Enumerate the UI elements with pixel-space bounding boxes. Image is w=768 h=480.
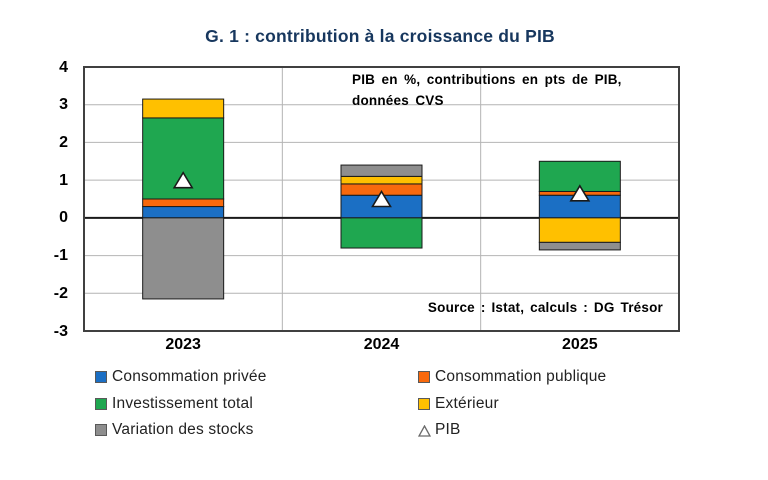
x-tick-label-2025: 2025 — [562, 336, 598, 353]
x-tick-label-2024: 2024 — [363, 336, 400, 353]
legend-swatch-icon — [95, 424, 107, 437]
legend-label: Consommation privée — [112, 368, 267, 386]
bar-segment-2023-variation-des-stocks — [142, 217, 225, 300]
x-tick-label-2023: 2023 — [165, 336, 201, 353]
plot-frame — [83, 66, 680, 332]
legend-column: Consommation publique Extérieur PIB — [417, 364, 606, 444]
legend-label: Variation des stocks — [112, 421, 254, 439]
y-tick-label: 0 — [59, 209, 68, 227]
bar-segment-2023-consommation-publique — [142, 198, 225, 208]
legend-swatch-icon — [418, 397, 430, 410]
legend-label: Extérieur — [435, 394, 499, 412]
bar-segment-2024-investissement-total — [340, 217, 423, 249]
legend-swatch-icon — [95, 371, 107, 384]
unit-annotation-line2: données CVS — [352, 93, 444, 108]
legend-column: Consommation privée Investissement total V… — [95, 364, 267, 444]
legend-item-consommation-privée: Consommation privée — [95, 364, 267, 391]
legend-label: PIB — [435, 421, 461, 439]
unit-annotation: PIB en %, contributions en pts de PIB, d… — [352, 69, 622, 111]
bar-segment-2025-extérieur — [538, 217, 621, 243]
bar-segment-2023-consommation-privée — [142, 206, 225, 219]
y-tick-label: 2 — [59, 133, 68, 151]
legend-label: Investissement total — [112, 394, 253, 412]
y-tick-label: -2 — [53, 284, 68, 302]
unit-annotation-line1: PIB en %, contributions en pts de PIB, — [352, 72, 622, 87]
y-tick-label: -1 — [53, 247, 68, 265]
legend-item-variation-des-stocks: Variation des stocks — [95, 417, 267, 444]
pib-marker-2023 — [172, 171, 194, 189]
source-note: Source : Istat, calculs : DG Trésor — [427, 300, 663, 315]
bar-segment-2025-variation-des-stocks — [538, 241, 621, 251]
y-tick-label: 4 — [59, 58, 68, 76]
legend-swatch-icon — [418, 371, 430, 384]
bar-segment-2024-extérieur — [340, 175, 423, 185]
bar-segment-2023-extérieur — [142, 98, 225, 119]
bar-segment-2024-variation-des-stocks — [340, 164, 423, 177]
y-tick-label: -3 — [53, 322, 68, 340]
legend-label: Consommation publique — [435, 368, 607, 386]
pib-marker-2025 — [569, 184, 591, 202]
legend-item-investissement-total: Investissement total — [95, 391, 267, 418]
legend-item-pib: PIB — [417, 417, 606, 444]
pib-marker-2024 — [371, 189, 392, 208]
legend-item-consommation-publique: Consommation publique — [418, 364, 606, 391]
y-tick-label: 3 — [59, 96, 68, 114]
pib-triangle-icon — [417, 424, 432, 437]
chart-title: G. 1 : contribution à la croissance du P… — [205, 26, 555, 46]
y-tick-label: 1 — [59, 171, 68, 189]
legend-swatch-icon — [95, 397, 107, 410]
legend-item-extérieur: Extérieur — [418, 391, 606, 418]
